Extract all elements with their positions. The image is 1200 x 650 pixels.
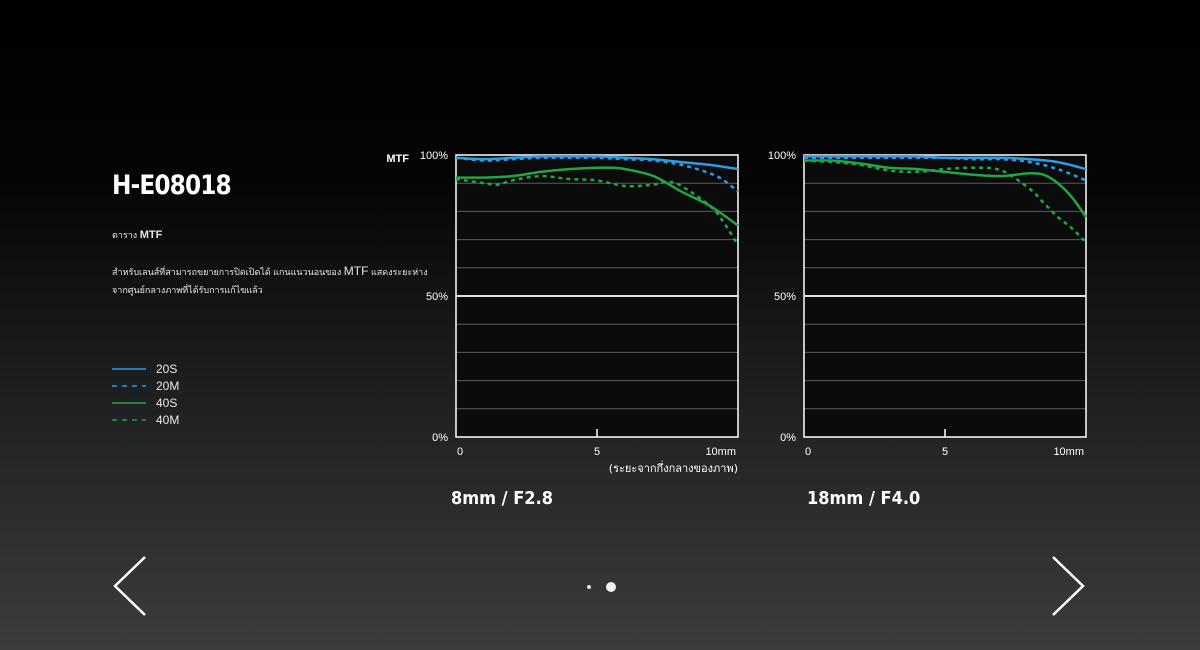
x-tick-label: 5 [594,446,600,458]
chart-1: 100% 50% 0% 0 5 10mm MTF (ระยะจากกึ่งกลางของภาพ… [386,150,740,475]
series-line-40s [803,159,1088,218]
pagination-dot-1[interactable] [587,585,591,589]
x-tick-label: 10mm [705,446,736,458]
legend-item-20m: 20M [112,379,232,396]
y-tick-label: 0% [780,432,796,444]
y-tick-label: 100% [420,150,448,162]
legend-label-20s: 20S [156,362,178,376]
next-arrow-button[interactable] [1050,555,1086,624]
mtf-subtitle: ตาราง MTF [112,228,162,242]
subtitle-bold: MTF [139,229,163,241]
prev-arrow-button[interactable] [112,555,148,624]
mtf-description: สำหรับเลนส์ที่สามารถขยายการปิดเปิดได้ แก… [112,262,432,299]
chevron-left-icon [113,556,146,616]
x-axis-label: (ระยะจากกึ่งกลางของภาพ) [609,460,738,475]
description-bold: MTF [343,264,369,278]
legend-item-40m: 40M [112,413,232,430]
series-line-20m [455,156,739,193]
legend-swatch-40s [112,402,146,404]
y-tick-label: 50% [426,291,448,303]
chart-title-18mm: 18mm / F4.0 [807,488,921,509]
description-after: แสดงระยะห่างจากศูนย์กลางภาพที่ได้รับการแ… [112,267,428,295]
series-line-20s [455,155,739,171]
x-tick-label: 10mm [1053,446,1084,458]
x-tick-label: 0 [805,446,811,458]
y-axis-label: MTF [386,153,409,165]
chart-title-8mm: 8mm / F2.8 [451,488,553,509]
series-line-40m [455,174,740,246]
series-line-40m [803,159,1087,244]
chevron-right-icon [1052,556,1085,616]
y-tick-label: 100% [768,150,796,162]
subtitle-prefix: ตาราง [112,230,138,240]
pagination-dots [580,580,620,594]
chart-2: 100% 50% 0% 0 5 10mm [768,150,1088,458]
mtf-charts: 100%50%0%0 5 10mmMTF(ระยะจากกึ่งกลางของภาพ… [386,150,1088,475]
series-line-20s [804,155,1087,171]
legend-label-20m: 20M [156,379,180,393]
legend-item-20s: 20S [112,362,232,379]
legend-swatch-20s [112,368,146,370]
x-tick-label: 5 [942,446,948,458]
series-line-40s [455,166,739,227]
legend-item-40s: 40S [112,396,232,413]
chart-legend: 20S 20M 40S 40M [112,362,232,430]
y-tick-label: 50% [774,291,796,303]
x-tick-label: 0 [457,446,463,458]
y-tick-label: 0% [432,432,448,444]
description-before: สำหรับเลนส์ที่สามารถขยายการปิดเปิดได้ แก… [112,267,342,277]
legend-label-40s: 40S [156,396,178,410]
legend-label-40m: 40M [156,413,180,427]
pagination-dot-2[interactable] [606,582,616,592]
series-line-20m [804,156,1087,182]
product-model: H-E08018 [112,170,232,201]
